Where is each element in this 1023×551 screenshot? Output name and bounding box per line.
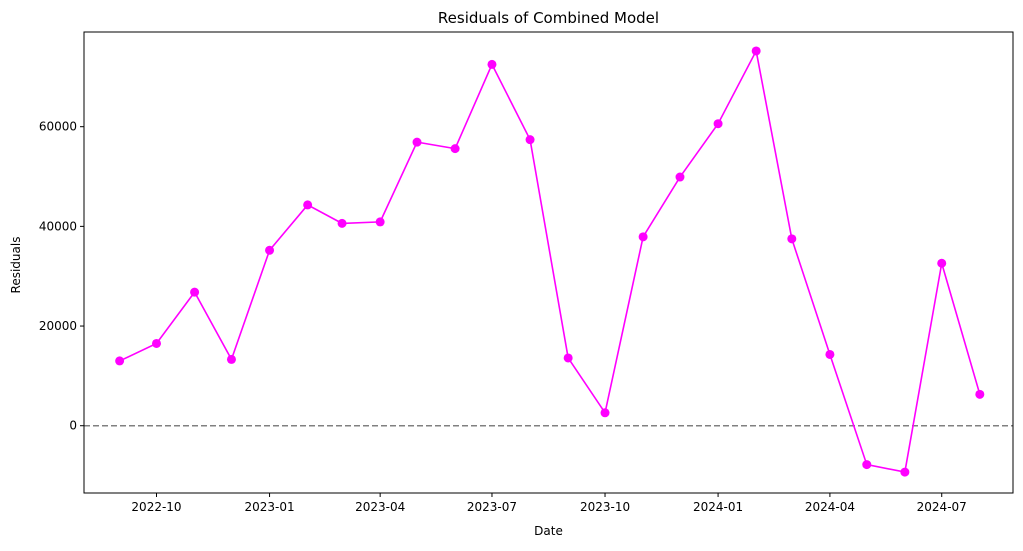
x-tick-label: 2023-10 xyxy=(580,500,630,514)
x-tick-label: 2024-07 xyxy=(917,500,967,514)
series-line xyxy=(119,48,981,474)
data-point xyxy=(190,287,200,297)
data-point xyxy=(900,467,910,477)
data-point xyxy=(450,144,460,154)
y-axis-label: Residuals xyxy=(9,237,23,294)
data-point xyxy=(713,119,723,129)
data-point xyxy=(563,353,573,363)
x-tick-label: 2024-01 xyxy=(693,500,743,514)
data-point xyxy=(975,389,985,399)
x-tick-label: 2024-04 xyxy=(805,500,855,514)
data-point xyxy=(638,232,648,242)
data-point xyxy=(337,218,347,228)
x-axis-label: Date xyxy=(534,524,563,538)
chart-title: Residuals of Combined Model xyxy=(438,9,659,27)
y-tick-label: 40000 xyxy=(39,219,77,233)
data-point xyxy=(152,338,162,348)
data-point xyxy=(412,137,422,147)
data-point xyxy=(375,217,385,227)
data-point xyxy=(862,460,872,470)
x-tick-label: 2023-07 xyxy=(467,500,517,514)
data-point xyxy=(226,354,236,364)
data-point xyxy=(600,408,610,418)
y-tick-label: 0 xyxy=(69,419,77,433)
data-point xyxy=(751,46,761,56)
x-tick-label: 2023-04 xyxy=(355,500,405,514)
plot-area: 2022-10 2023-01 2023-04 2023-07 2023-10 2024-… xyxy=(39,31,1014,514)
data-point xyxy=(115,356,125,366)
data-point xyxy=(787,234,797,244)
data-point xyxy=(265,245,275,255)
data-point xyxy=(825,349,835,359)
plot-frame xyxy=(83,31,1014,494)
y-tick-label: 20000 xyxy=(39,319,77,333)
data-point xyxy=(937,258,947,268)
x-tick-label: 2023-01 xyxy=(244,500,294,514)
data-point xyxy=(487,59,497,69)
y-tick-label: 60000 xyxy=(39,120,77,134)
data-point xyxy=(675,172,685,182)
x-tick-label: 2022-10 xyxy=(131,500,181,514)
data-point xyxy=(303,200,313,210)
data-point xyxy=(525,135,535,145)
